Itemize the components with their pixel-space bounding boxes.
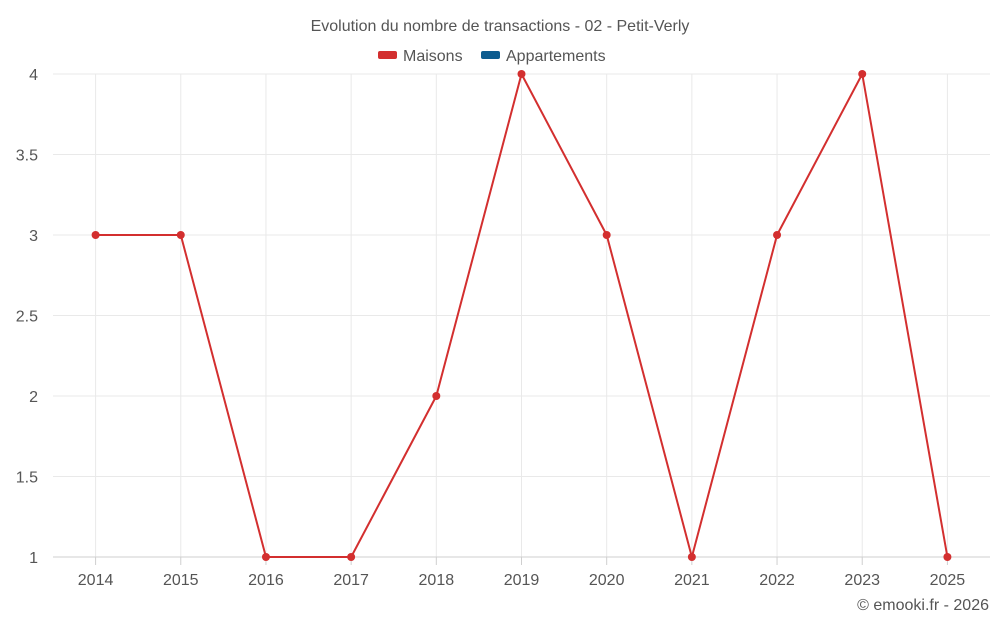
x-tick-label: 2021	[674, 572, 710, 589]
legend-label-maisons: Maisons	[403, 48, 463, 65]
legend-item-appartements[interactable]: Appartements	[481, 48, 606, 65]
data-point[interactable]	[91, 231, 100, 239]
legend-swatch-maisons	[378, 51, 397, 59]
data-point[interactable]	[687, 553, 696, 561]
x-tick-label: 2025	[930, 572, 966, 589]
axes: 1 1.5 2 2.5 3 3.5 4 2014 2015 2016 2017 2018 2019 202…	[16, 67, 990, 589]
data-point[interactable]	[858, 70, 867, 78]
x-tick-label: 2023	[844, 572, 880, 589]
legend: Maisons Appartements	[378, 48, 606, 65]
legend-label-appartements: Appartements	[506, 48, 606, 65]
series-maisons	[91, 70, 952, 561]
data-point[interactable]	[261, 553, 270, 561]
x-tick-label: 2016	[248, 572, 284, 589]
y-tick-label: 3.5	[16, 148, 38, 165]
x-tick-label: 2022	[759, 572, 795, 589]
data-point[interactable]	[602, 231, 611, 239]
data-point[interactable]	[432, 392, 441, 400]
data-point[interactable]	[347, 553, 356, 561]
y-tick-label: 3	[29, 228, 38, 245]
x-tick-label: 2014	[78, 572, 114, 589]
x-tick-label: 2019	[504, 572, 540, 589]
legend-swatch-appartements	[481, 51, 500, 59]
y-tick-label: 2	[29, 389, 38, 406]
data-point[interactable]	[773, 231, 782, 239]
data-point[interactable]	[943, 553, 952, 561]
y-tick-label: 1	[29, 550, 38, 567]
data-point[interactable]	[176, 231, 185, 239]
credit-text: © emooki.fr - 2026	[857, 597, 989, 614]
x-tick-label: 2018	[419, 572, 455, 589]
chart-title: Evolution du nombre de transactions - 02…	[311, 18, 690, 35]
legend-item-maisons[interactable]: Maisons	[378, 48, 463, 65]
x-tick-label: 2015	[163, 572, 199, 589]
grid	[53, 73, 990, 557]
y-tick-label: 1.5	[16, 470, 38, 487]
y-tick-label: 2.5	[16, 309, 38, 326]
x-tick-label: 2020	[589, 572, 625, 589]
data-point[interactable]	[517, 70, 526, 78]
y-tick-label: 4	[29, 67, 38, 84]
x-tick-label: 2017	[333, 572, 369, 589]
